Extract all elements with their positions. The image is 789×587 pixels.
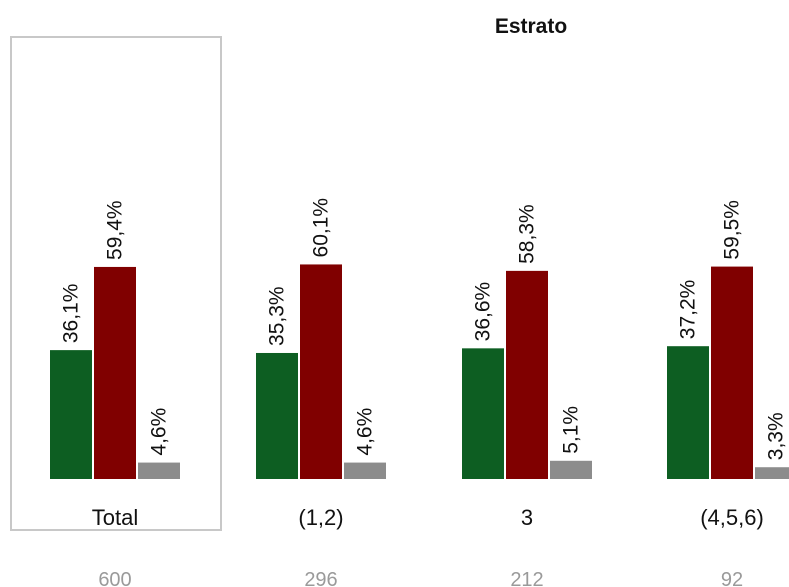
chart-marks: 36,1% 59,4% 4,6% Total 600 35,3% 60,1% 4,6% (1,2…	[50, 198, 789, 587]
total-highlight-box	[10, 36, 222, 531]
bar-2-3	[755, 467, 789, 479]
bar-1-2	[506, 270, 548, 479]
bar-label-1-2: 58,3%	[516, 204, 539, 264]
count-label-2: 212	[510, 569, 543, 587]
bar-label-2-0: 4,6%	[148, 408, 171, 456]
count-label-3: 92	[721, 569, 743, 587]
bar-2-2	[550, 460, 592, 479]
bar-1-1	[300, 264, 342, 479]
bar-label-1-1: 60,1%	[310, 198, 333, 258]
bar-label-2-2: 5,1%	[560, 406, 583, 454]
bar-label-0-3: 37,2%	[677, 280, 700, 340]
bar-2-0	[138, 462, 180, 479]
category-label-0: Total	[92, 505, 138, 530]
bar-label-2-1: 4,6%	[354, 408, 377, 456]
category-label-3: (4,5,6)	[700, 505, 764, 530]
bar-1-3	[711, 266, 753, 479]
bar-0-1	[256, 352, 298, 479]
bar-label-0-0: 36,1%	[60, 284, 83, 344]
chart-title: Estrato	[495, 15, 567, 38]
count-label-1: 296	[304, 569, 337, 587]
bar-1-0	[94, 266, 136, 479]
category-label-1: (1,2)	[298, 505, 343, 530]
bar-label-0-2: 36,6%	[472, 282, 495, 342]
bar-0-3	[667, 346, 709, 479]
bar-label-0-1: 35,3%	[266, 286, 289, 346]
bar-0-2	[462, 348, 504, 479]
count-label-0: 600	[98, 569, 131, 587]
category-label-2: 3	[521, 505, 533, 530]
bar-label-2-3: 3,3%	[765, 412, 788, 460]
bar-2-1	[344, 462, 386, 479]
bar-label-1-0: 59,4%	[104, 200, 127, 260]
bar-label-1-3: 59,5%	[721, 200, 744, 260]
bar-0-0	[50, 350, 92, 479]
